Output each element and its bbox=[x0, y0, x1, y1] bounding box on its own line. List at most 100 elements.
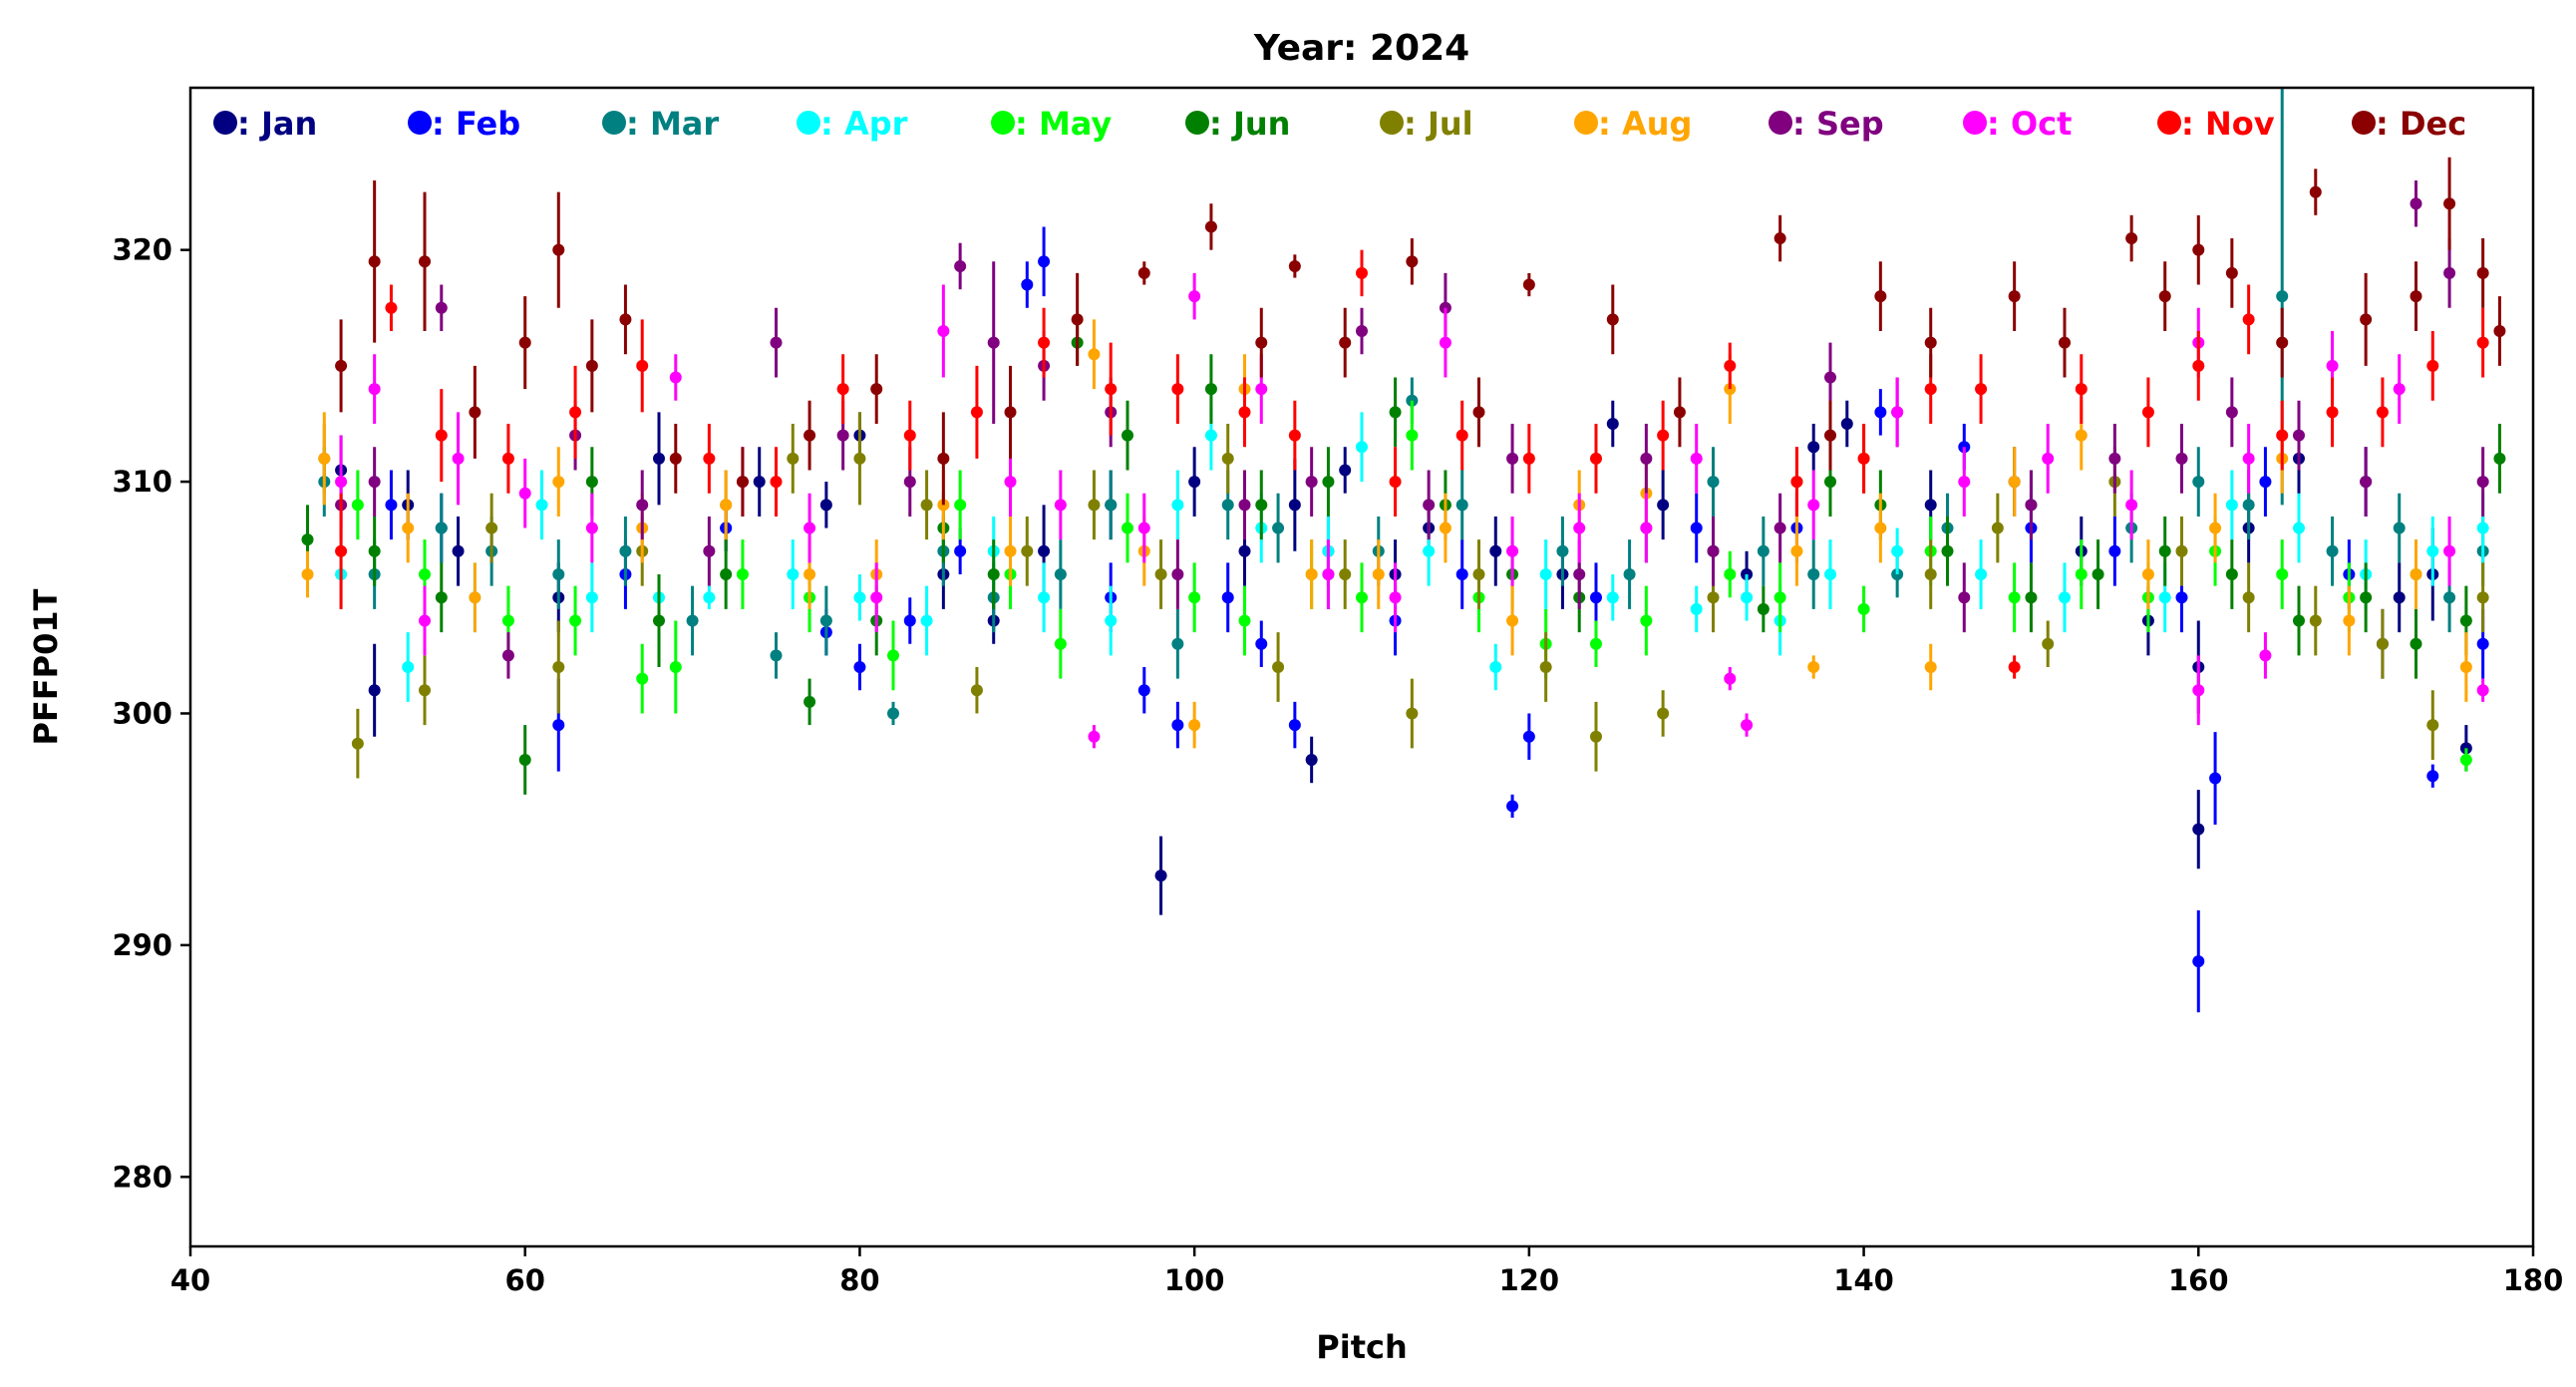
data-point bbox=[1038, 255, 1051, 268]
data-point bbox=[787, 452, 800, 465]
data-point bbox=[753, 476, 766, 489]
data-point bbox=[2008, 591, 2021, 604]
data-point bbox=[2459, 753, 2472, 766]
data-point bbox=[1690, 452, 1703, 465]
data-point bbox=[368, 544, 381, 557]
data-point bbox=[1455, 429, 1468, 442]
data-point bbox=[1188, 290, 1201, 303]
data-point bbox=[385, 499, 398, 512]
data-point bbox=[2192, 823, 2205, 836]
data-point bbox=[351, 499, 364, 512]
data-point bbox=[853, 591, 866, 604]
data-point bbox=[1038, 591, 1051, 604]
data-point bbox=[770, 649, 783, 662]
data-point bbox=[1255, 336, 1268, 349]
data-point bbox=[1439, 521, 1451, 534]
data-point bbox=[1204, 383, 1217, 396]
data-point bbox=[2476, 521, 2489, 534]
legend-marker bbox=[1185, 111, 1209, 135]
data-point bbox=[1640, 521, 1653, 534]
data-point bbox=[1657, 499, 1670, 512]
data-point bbox=[2075, 429, 2088, 442]
data-point bbox=[585, 359, 598, 372]
data-point bbox=[1590, 730, 1602, 743]
data-point bbox=[2426, 359, 2439, 372]
data-point bbox=[368, 383, 381, 396]
data-point bbox=[518, 336, 531, 349]
data-point bbox=[1137, 684, 1150, 697]
data-point bbox=[2259, 476, 2272, 489]
data-point bbox=[552, 568, 565, 581]
data-point bbox=[1707, 591, 1720, 604]
data-point bbox=[1522, 278, 1535, 291]
data-point bbox=[1356, 325, 1368, 338]
x-tick-label: 180 bbox=[2503, 1263, 2564, 1297]
data-point bbox=[2410, 568, 2422, 581]
data-point bbox=[2225, 266, 2238, 279]
data-point bbox=[1455, 499, 1468, 512]
data-point bbox=[1472, 406, 1485, 419]
data-point bbox=[970, 406, 983, 419]
legend: : Jan: Feb: Mar: Apr: May: Jun: Jul: Aug… bbox=[213, 105, 2466, 143]
x-tick-label: 120 bbox=[1499, 1263, 1560, 1297]
data-point bbox=[1807, 499, 1820, 512]
data-point bbox=[1339, 464, 1352, 477]
data-point bbox=[1288, 429, 1301, 442]
y-tick-label: 280 bbox=[112, 1160, 172, 1194]
data-point bbox=[1188, 591, 1201, 604]
data-point bbox=[435, 301, 448, 314]
data-point bbox=[2293, 521, 2305, 534]
data-point bbox=[669, 452, 682, 465]
data-point bbox=[987, 568, 1000, 581]
data-point bbox=[2410, 290, 2422, 303]
data-point bbox=[770, 336, 783, 349]
data-point bbox=[435, 591, 448, 604]
data-point bbox=[2309, 185, 2322, 198]
data-point bbox=[2192, 476, 2205, 489]
legend-marker bbox=[213, 111, 237, 135]
data-point bbox=[703, 544, 716, 557]
data-point bbox=[2276, 429, 2289, 442]
data-point bbox=[1272, 521, 1285, 534]
data-point bbox=[2376, 637, 2389, 650]
data-point bbox=[1154, 869, 1167, 882]
data-point bbox=[2075, 383, 2088, 396]
data-point bbox=[2209, 521, 2222, 534]
data-point bbox=[1640, 614, 1653, 627]
data-point bbox=[1322, 476, 1335, 489]
data-point bbox=[1773, 521, 1786, 534]
data-point bbox=[552, 719, 565, 732]
data-point bbox=[1506, 452, 1519, 465]
data-point bbox=[2426, 770, 2439, 783]
data-point bbox=[1590, 591, 1602, 604]
data-point bbox=[1372, 568, 1385, 581]
data-point bbox=[736, 568, 749, 581]
series-nov bbox=[335, 249, 2489, 679]
data-point bbox=[720, 568, 733, 581]
data-point bbox=[1137, 521, 1150, 534]
data-point bbox=[1975, 383, 1988, 396]
data-point bbox=[2393, 383, 2406, 396]
data-point bbox=[653, 614, 665, 627]
data-point bbox=[469, 406, 482, 419]
data-point bbox=[2225, 499, 2238, 512]
data-point bbox=[1991, 521, 2004, 534]
data-point bbox=[686, 614, 699, 627]
x-tick-label: 100 bbox=[1164, 1263, 1225, 1297]
y-tick-label: 320 bbox=[112, 233, 172, 267]
data-point bbox=[1824, 476, 1836, 489]
data-point bbox=[1356, 266, 1368, 279]
data-point bbox=[2059, 336, 2071, 349]
data-point bbox=[2360, 591, 2373, 604]
plot-frame bbox=[188, 86, 2535, 1248]
data-point bbox=[903, 476, 916, 489]
data-point bbox=[1724, 359, 1737, 372]
data-point bbox=[2410, 637, 2422, 650]
data-point bbox=[1640, 452, 1653, 465]
data-point bbox=[954, 499, 967, 512]
data-point bbox=[1238, 499, 1251, 512]
data-point bbox=[2426, 544, 2439, 557]
data-point bbox=[318, 452, 331, 465]
